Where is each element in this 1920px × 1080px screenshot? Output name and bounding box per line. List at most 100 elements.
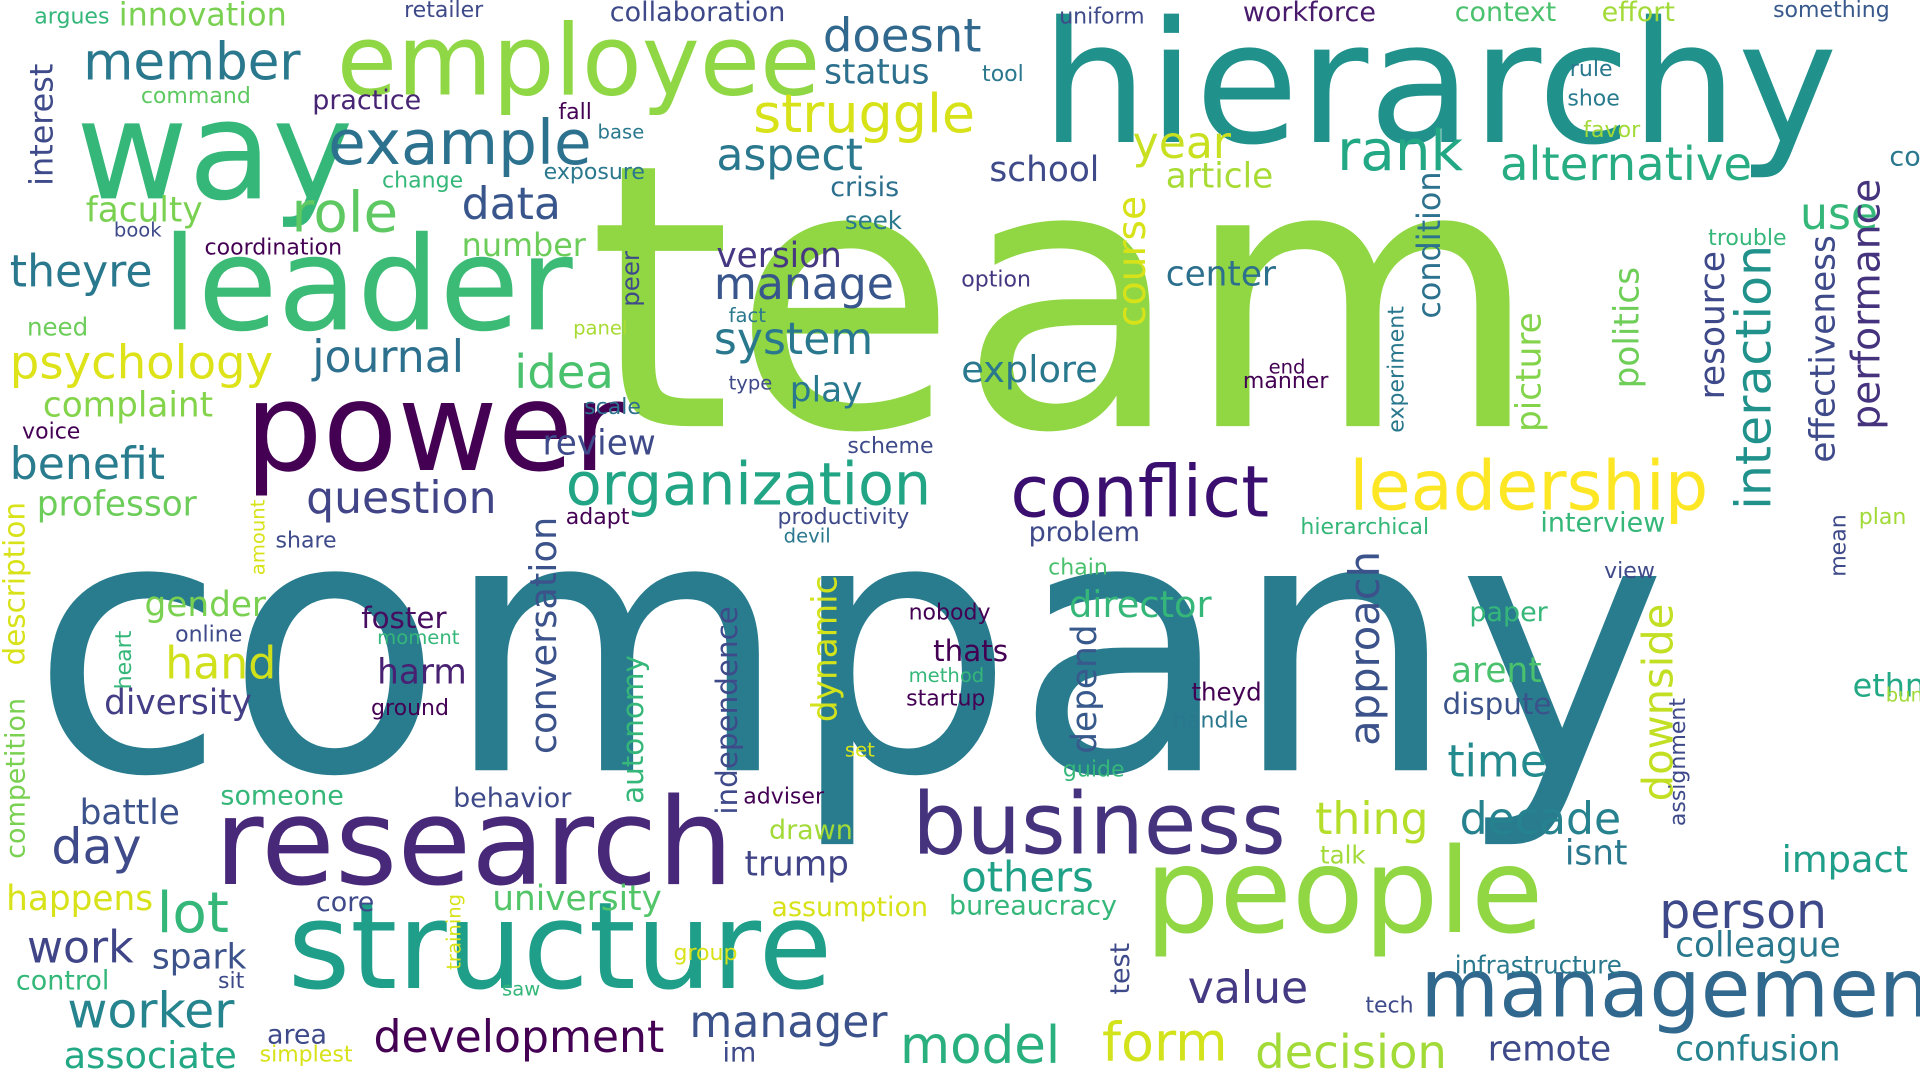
word-book: book [113,217,162,242]
word-condition: condition [1411,171,1449,319]
word-resource: resource [1692,251,1733,400]
word-online: online [175,622,243,648]
word-decision: decision [1255,1024,1447,1079]
word-workforce: workforce [1242,0,1376,29]
word-view: view [1604,558,1655,585]
word-manner: manner [1242,368,1329,395]
word-effort: effort [1601,0,1675,29]
word-journal: journal [312,333,464,384]
word-retailer: retailer [404,0,484,24]
word-someone: someone [220,781,344,812]
word-idea: idea [514,345,614,400]
word-theyd: theyd [1191,677,1262,707]
word-experiment: experiment [1383,306,1410,433]
word-ethnicity: ethnicity [1852,668,1920,706]
word-need: need [26,312,89,342]
word-amount: amount [246,499,270,576]
word-approach: approach [1340,551,1390,746]
word-option: option [961,266,1031,293]
word-fact: fact [728,303,766,327]
word-form: form [1102,1011,1228,1074]
word-center: center [1165,253,1277,294]
word-nobody: nobody [908,600,991,626]
word-harm: harm [377,651,467,692]
word-command: command [140,83,251,109]
word-company: company [30,442,1668,855]
word-paper: paper [1469,597,1548,629]
word-work: work [26,923,134,974]
word-control: control [15,966,110,997]
word-shoe: shoe [1567,85,1620,112]
word-area: area [266,1020,328,1051]
word-status: status [824,51,930,92]
word-interest: interest [24,63,62,186]
word-psychology: psychology [9,335,274,390]
word-confusion: confusion [1675,1028,1841,1069]
word-group: group [673,940,738,967]
word-guide: guide [1062,756,1125,783]
word-example: example [328,107,592,179]
word-method: method [908,663,985,687]
word-rank: rank [1337,117,1464,184]
word-colleague: colleague [1675,924,1841,965]
word-fall: fall [558,99,592,125]
word-assumption: assumption [771,892,929,924]
word-heart: heart [111,630,138,690]
word-value: value [1187,963,1309,1014]
word-conflict: conflict [1010,450,1270,534]
word-dispute: dispute [1442,686,1552,722]
word-course: course [1108,195,1155,327]
word-context: context [1454,0,1557,29]
word-arent: arent [1451,650,1542,691]
word-power: power [244,356,624,500]
word-core: core [315,887,375,919]
word-performance: performance [1842,178,1890,430]
word-development: development [373,1012,665,1063]
word-share: share [275,527,337,554]
word-hand: hand [165,639,277,690]
word-impact: impact [1781,838,1909,882]
word-thats: thats [933,634,1009,669]
word-member: member [83,31,301,92]
word-handle: handle [1173,707,1249,734]
word-question: question [306,473,497,525]
word-behavior: behavior [453,783,572,815]
word-conversation: conversation [522,516,566,755]
word-plan: plan [1858,504,1907,531]
word-day: day [51,819,142,876]
word-isnt: isnt [1564,832,1628,874]
word-person: person [1659,884,1828,941]
word-benefit: benefit [9,439,166,490]
word-role: role [291,178,399,245]
word-innovation: innovation [118,0,287,35]
word-peer: peer [615,251,646,307]
word-management: management [1420,941,1920,1036]
word-gender: gender [144,584,267,625]
word-im: im [722,1038,757,1069]
word-communication: communication [1889,142,1920,173]
word-scale: scale [584,394,641,421]
word-faculty: faculty [85,189,203,231]
word-spark: spark [151,936,247,978]
word-productivity: productivity [777,504,910,531]
word-data: data [461,180,561,231]
word-coordination: coordination [204,235,343,261]
word-aspect: aspect [716,131,863,182]
word-remote: remote [1487,1028,1612,1069]
word-complaint: complaint [42,384,214,425]
word-struggle: struggle [753,83,976,146]
word-problem: problem [1028,517,1141,549]
word-director: director [1068,584,1212,627]
word-crisis: crisis [830,172,900,204]
word-something: something [1773,0,1890,24]
word-tool: tool [982,61,1024,87]
word-training: training [442,893,466,970]
word-simplest: simplest [259,1042,353,1068]
word-exposure: exposure [543,159,645,185]
word-devil: devil [783,524,831,548]
word-ground: ground [371,695,450,722]
word-theyre: theyre [9,247,153,298]
word-favor: favor [1583,117,1641,144]
word-saw: saw [502,977,541,1001]
word-change: change [382,167,464,194]
